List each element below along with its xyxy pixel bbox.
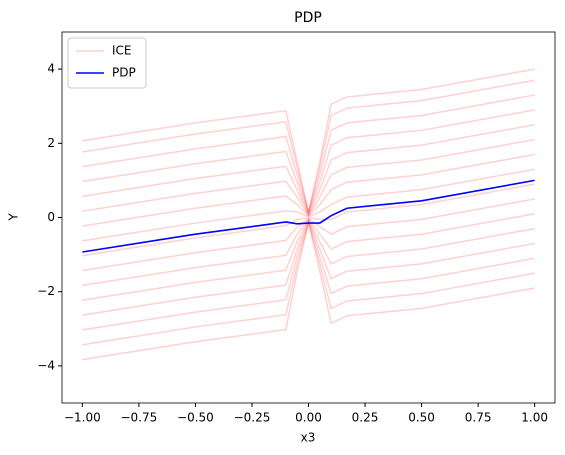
ice-line xyxy=(82,219,535,346)
y-tick-label: 2 xyxy=(47,136,55,150)
ice-line xyxy=(82,124,535,217)
y-tick-label: 4 xyxy=(47,62,55,76)
ice-line xyxy=(82,219,535,331)
ice-line xyxy=(82,218,535,301)
ice-line xyxy=(82,138,535,217)
ice-line xyxy=(82,109,535,217)
x-tick-label: −0.25 xyxy=(234,411,271,425)
y-tick-label: −2 xyxy=(37,284,55,298)
x-axis-label: x3 xyxy=(301,431,316,445)
pdp-line xyxy=(82,179,535,253)
legend-box xyxy=(67,37,147,89)
ice-line xyxy=(82,213,535,287)
legend-label: PDP xyxy=(112,66,136,80)
x-tick-label: −0.75 xyxy=(120,411,157,425)
chart-title: PDP xyxy=(294,10,322,26)
ice-line xyxy=(82,68,535,213)
x-tick-label: 0.00 xyxy=(295,411,322,425)
x-tick-label: 0.50 xyxy=(408,411,435,425)
x-tick-label: 1.00 xyxy=(521,411,548,425)
ice-line xyxy=(82,79,535,213)
ice-line xyxy=(82,218,535,316)
y-tick-label: 0 xyxy=(47,210,55,224)
ice-line xyxy=(82,153,535,227)
ice-line xyxy=(82,94,535,216)
x-tick-label: −1.00 xyxy=(64,411,101,425)
legend-label: ICE xyxy=(112,44,132,58)
ice-line xyxy=(82,183,535,257)
x-tick-label: 0.75 xyxy=(465,411,492,425)
x-tick-label: −0.50 xyxy=(177,411,214,425)
x-tick-label: 0.25 xyxy=(352,411,379,425)
plot-frame xyxy=(61,31,556,404)
y-tick-label: −4 xyxy=(37,358,55,372)
y-axis-label: Y xyxy=(7,213,21,222)
ice-line xyxy=(82,222,535,361)
ice-line xyxy=(82,168,535,242)
